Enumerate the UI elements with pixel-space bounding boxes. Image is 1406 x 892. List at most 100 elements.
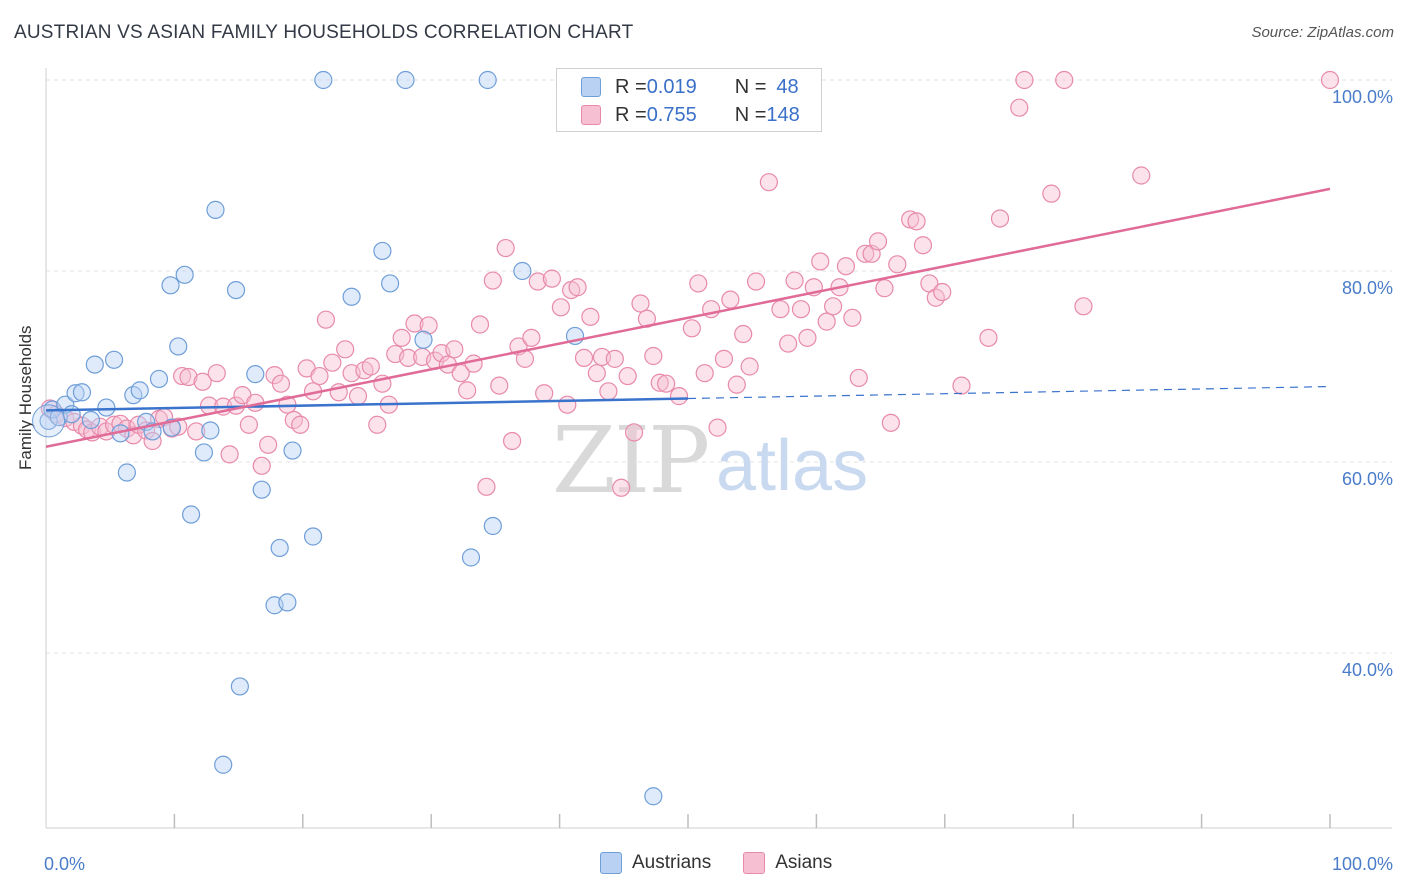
asians-point bbox=[568, 278, 587, 297]
axes bbox=[45, 68, 1392, 829]
asians-point bbox=[913, 236, 933, 255]
austrians-point bbox=[342, 287, 361, 306]
asians-point bbox=[599, 382, 618, 401]
asians-point bbox=[798, 328, 817, 347]
legend-row-austrians: R = 0.019 N = 48 bbox=[581, 75, 799, 99]
austrians-point bbox=[270, 538, 289, 558]
asians-point bbox=[392, 328, 411, 347]
austrians-legend-swatch bbox=[600, 852, 622, 874]
asians-point bbox=[785, 271, 804, 290]
asians-point bbox=[740, 357, 759, 376]
asians-point bbox=[669, 387, 689, 406]
asians-point bbox=[1074, 297, 1093, 316]
y-tick-label: 100.0% bbox=[1332, 87, 1393, 107]
asians-point bbox=[779, 334, 798, 353]
asians-point bbox=[179, 367, 198, 387]
legend-item-austrians: Austrians bbox=[600, 852, 711, 874]
austrians-trend-extension bbox=[687, 385, 1331, 400]
asians-point bbox=[1042, 184, 1061, 203]
austrians-point bbox=[72, 383, 92, 402]
asians-point bbox=[169, 417, 188, 436]
asians-point bbox=[714, 349, 734, 368]
austrians-point bbox=[381, 274, 400, 293]
austrians-point bbox=[373, 241, 392, 261]
asians-point bbox=[721, 290, 740, 309]
x-tick-label: 100.0% bbox=[1332, 854, 1393, 874]
r-value-asians: 0.755 bbox=[646, 103, 697, 126]
austrians-swatch bbox=[581, 77, 601, 97]
asians-point bbox=[323, 353, 342, 372]
asians-point bbox=[368, 415, 387, 434]
asians-point bbox=[558, 395, 577, 414]
y-tick-label: 60.0% bbox=[1342, 469, 1393, 489]
asians-point bbox=[979, 328, 998, 347]
asians-point bbox=[771, 300, 790, 319]
austrians-legend-label: Austrians bbox=[632, 852, 712, 873]
austrians-point bbox=[226, 281, 246, 300]
austrians-point bbox=[194, 443, 214, 462]
austrians-point bbox=[396, 70, 415, 90]
austrians-point bbox=[314, 70, 333, 90]
asians-point bbox=[791, 300, 811, 319]
austrians-point bbox=[214, 755, 233, 774]
source-credit: Source: ZipAtlas.com bbox=[1251, 24, 1394, 41]
asians-point bbox=[581, 307, 600, 326]
x-tick-labels: 0.0% 100.0% bbox=[44, 854, 1393, 874]
asians-point bbox=[624, 423, 644, 442]
asians-point bbox=[907, 212, 926, 231]
asians-point bbox=[173, 366, 192, 386]
austrians-point bbox=[283, 441, 302, 460]
asians-point bbox=[901, 210, 920, 229]
asians-point bbox=[271, 374, 291, 393]
asians-point bbox=[836, 257, 856, 276]
asians-point bbox=[1320, 70, 1340, 90]
n-value-asians: 148 bbox=[766, 103, 800, 126]
asians-trend-line bbox=[45, 187, 1331, 448]
asians-point bbox=[143, 431, 162, 451]
asians-point bbox=[574, 348, 594, 368]
asians-point bbox=[470, 315, 490, 334]
asians-point bbox=[759, 173, 778, 192]
austrians-point bbox=[278, 593, 297, 612]
asians-point bbox=[856, 244, 875, 263]
austrians-point bbox=[85, 355, 104, 374]
n-label: N = bbox=[734, 103, 767, 126]
trend-lines bbox=[45, 187, 1331, 448]
asians-point bbox=[551, 298, 570, 317]
asians-swatch bbox=[581, 105, 601, 125]
austrians-point bbox=[414, 330, 433, 349]
austrians-point bbox=[513, 261, 532, 281]
austrians-point bbox=[161, 276, 180, 295]
asians-point bbox=[483, 271, 502, 290]
asians-point bbox=[535, 384, 554, 403]
asians-point bbox=[502, 431, 522, 451]
austrians-point bbox=[117, 463, 136, 482]
austrians-trend-line bbox=[45, 397, 689, 412]
austrians-point bbox=[252, 480, 271, 499]
asians-point bbox=[727, 375, 746, 394]
austrians-point bbox=[206, 200, 225, 219]
austrians-point bbox=[230, 677, 249, 696]
n-value-austrians: 48 bbox=[776, 75, 799, 98]
asians-point bbox=[291, 415, 310, 434]
n-label: N = bbox=[734, 75, 767, 98]
asians-point bbox=[875, 279, 894, 298]
austrians-point bbox=[181, 505, 201, 524]
asians-legend-label: Asians bbox=[775, 852, 833, 873]
asians-point bbox=[193, 372, 212, 391]
asians-point bbox=[587, 364, 606, 383]
asians-point bbox=[477, 477, 496, 496]
asians-point bbox=[644, 346, 663, 366]
asians-point bbox=[445, 340, 464, 359]
austrians-point bbox=[130, 381, 149, 400]
austrians-point bbox=[246, 365, 265, 384]
asians-point bbox=[1132, 166, 1151, 185]
asians-point bbox=[708, 418, 727, 437]
asians-point bbox=[734, 324, 753, 344]
austrians-point bbox=[149, 369, 169, 389]
asians-point bbox=[631, 294, 650, 313]
asians-point bbox=[316, 310, 336, 329]
asians-point bbox=[868, 232, 888, 251]
asians-point bbox=[542, 269, 561, 288]
